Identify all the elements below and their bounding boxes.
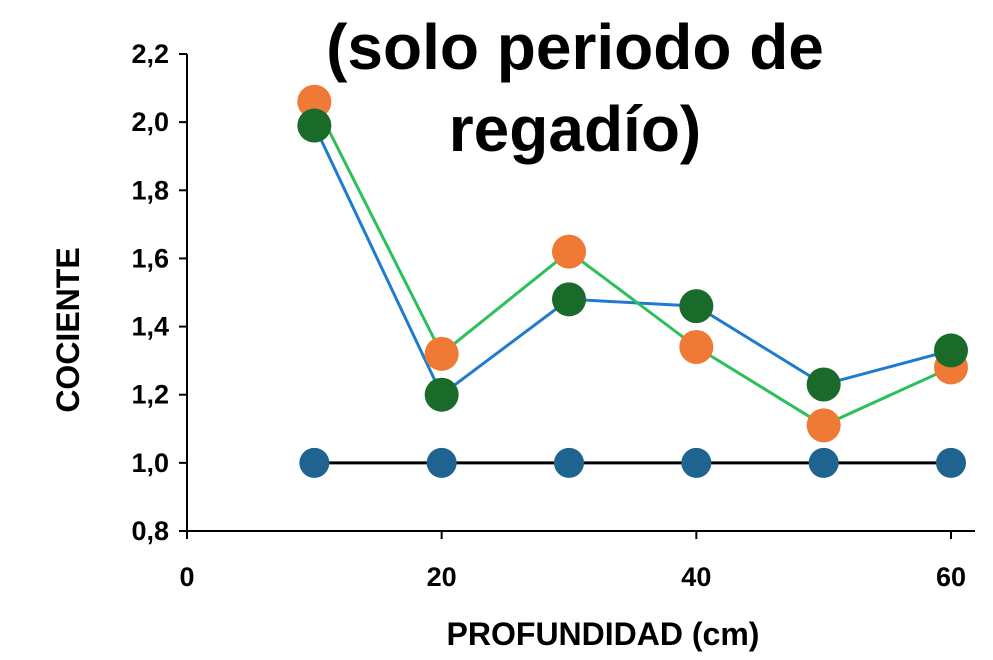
series-3-point (424, 336, 459, 371)
y-tick-label: 2,0 (131, 107, 169, 137)
series-markers (297, 84, 968, 478)
series-1-point (808, 447, 839, 478)
series-3-point (297, 84, 332, 119)
series-3-point (806, 408, 841, 443)
y-tick-label: 0,8 (131, 516, 169, 546)
series-2-point (934, 333, 968, 368)
series-2-point (679, 289, 714, 324)
series-1-point (554, 447, 584, 478)
series-1-point (299, 447, 330, 478)
x-axis-label: PROFUNDIDAD (cm) (447, 616, 760, 652)
series-2-point (297, 108, 332, 143)
chart-title-line-2: regadío) (449, 93, 701, 165)
series-3-point (552, 234, 586, 269)
series-line-2 (312, 124, 952, 398)
series-line-3 (312, 101, 952, 428)
y-tick-label: 1,8 (131, 175, 169, 205)
tick-labels: 0,8 1,0 1,2 1,4 1,6 1,8 2,0 2,2 0 20 40 60 (131, 39, 966, 592)
y-axis-label: COCIENTE (50, 247, 86, 412)
x-tick-label: 20 (427, 562, 457, 592)
x-tick-label: 40 (681, 562, 711, 592)
y-tick-label: 1,0 (131, 448, 169, 478)
x-tick-label: 0 (179, 562, 194, 592)
series-2-point (552, 282, 586, 317)
x-tick-label: 60 (936, 562, 966, 592)
series-1-point (936, 447, 966, 478)
series-1-point (681, 447, 712, 478)
series-2-point (424, 377, 459, 412)
series-lines (312, 101, 952, 465)
series-1-point (426, 447, 457, 478)
y-tick-label: 1,4 (131, 312, 169, 342)
y-tick-label: 1,6 (131, 243, 169, 273)
y-tick-label: 2,2 (131, 39, 169, 69)
y-tick-label: 1,2 (131, 380, 169, 410)
series-2-point (806, 367, 841, 402)
chart-title-line-1: (solo periodo de (326, 11, 824, 83)
axes (179, 53, 975, 539)
series-3-point (679, 330, 714, 365)
